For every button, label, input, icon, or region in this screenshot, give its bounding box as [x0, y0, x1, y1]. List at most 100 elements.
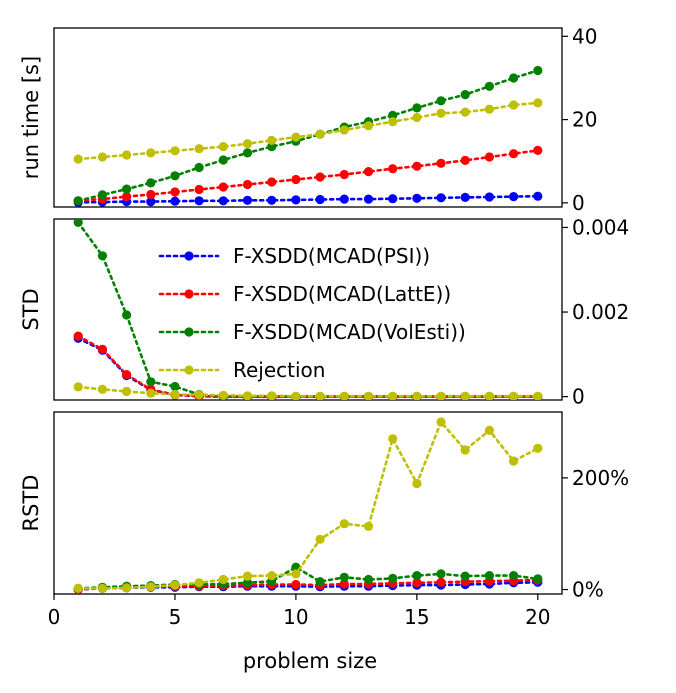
data-point	[146, 388, 156, 398]
legend-entry: F-XSDD(MCAD(LattE))	[158, 282, 451, 306]
data-point	[97, 344, 107, 354]
data-point	[436, 417, 446, 427]
data-point	[339, 519, 349, 529]
data-point	[412, 103, 422, 113]
data-point	[194, 144, 204, 154]
legend-marker	[184, 365, 194, 375]
data-point	[363, 121, 374, 131]
data-point	[315, 194, 325, 205]
data-point	[339, 169, 349, 180]
data-point	[291, 391, 301, 400]
data-point	[146, 197, 156, 207]
data-point	[122, 370, 132, 380]
panel-3: 0% 200% RSTD 0 5 10 15 20 problem size	[19, 411, 629, 673]
data-point	[460, 445, 470, 455]
data-point	[339, 391, 349, 400]
data-point	[73, 196, 83, 206]
y-tick-label: 0.004	[572, 215, 629, 239]
data-point	[146, 178, 156, 188]
data-point	[291, 569, 301, 579]
data-point	[460, 571, 470, 581]
legend-marker	[184, 289, 194, 299]
data-point	[339, 579, 349, 589]
x-tick-label: 0	[48, 605, 61, 629]
data-point	[170, 171, 180, 181]
data-point	[460, 155, 470, 165]
data-point	[315, 534, 325, 544]
data-point	[388, 391, 398, 400]
data-point	[508, 192, 519, 202]
data-point	[460, 391, 470, 400]
data-point	[388, 573, 398, 584]
data-point	[533, 191, 543, 201]
data-point	[412, 391, 422, 400]
data-point	[97, 152, 107, 162]
data-point	[315, 172, 325, 182]
data-point	[388, 110, 398, 120]
data-point	[363, 521, 374, 532]
data-point	[242, 391, 253, 400]
data-point	[122, 192, 132, 202]
data-point	[194, 196, 204, 206]
legend-marker	[184, 251, 194, 261]
data-point	[436, 108, 446, 118]
data-point	[267, 571, 277, 581]
data-point	[267, 177, 277, 187]
data-point	[412, 578, 422, 588]
legend-label: F-XSDD(MCAD(VolEsti))	[233, 320, 466, 344]
data-point	[170, 580, 180, 590]
data-point	[267, 135, 277, 145]
data-point	[533, 443, 543, 453]
data-point	[73, 382, 83, 392]
data-point	[194, 184, 204, 195]
data-point	[146, 377, 156, 387]
data-point	[412, 193, 422, 203]
data-point	[73, 331, 83, 341]
data-point	[533, 574, 543, 584]
y-axis-label: STD	[19, 288, 43, 330]
data-point	[218, 155, 228, 165]
data-point	[267, 391, 277, 400]
data-point	[73, 583, 83, 594]
x-tick-label: 15	[404, 605, 429, 629]
data-point	[122, 583, 132, 593]
data-point	[412, 161, 422, 171]
data-point	[508, 456, 519, 466]
data-point	[484, 391, 494, 400]
legend-marker	[184, 327, 194, 337]
data-point	[315, 129, 325, 139]
data-point	[122, 310, 132, 320]
x-tick-label: 5	[169, 605, 182, 629]
panel-frame	[53, 27, 563, 208]
data-point	[436, 158, 446, 168]
legend-entry: Rejection	[158, 358, 325, 382]
data-point	[533, 145, 543, 155]
data-point	[194, 578, 204, 588]
data-point	[194, 162, 204, 173]
data-point	[339, 194, 349, 204]
panel-frame	[53, 218, 563, 401]
data-point	[242, 578, 253, 588]
y-axis-label: run time [s]	[19, 56, 43, 179]
plot-area	[73, 65, 543, 207]
data-point	[533, 98, 543, 108]
data-point	[97, 583, 107, 594]
data-point	[412, 112, 422, 123]
data-point	[508, 100, 519, 110]
data-point	[508, 149, 519, 159]
data-point	[291, 195, 301, 205]
data-point	[484, 104, 494, 114]
data-point	[242, 148, 253, 158]
data-point	[194, 390, 204, 400]
panel-1: 0 20 40 run time [s]	[19, 24, 597, 215]
data-point	[218, 142, 228, 152]
data-point	[363, 391, 374, 400]
data-point	[436, 391, 446, 400]
y-tick-label: 0%	[572, 578, 604, 602]
data-point	[484, 192, 494, 202]
data-point	[170, 389, 180, 400]
y-tick-label: 0.002	[572, 300, 629, 324]
data-point	[484, 81, 494, 91]
data-point	[436, 193, 446, 203]
